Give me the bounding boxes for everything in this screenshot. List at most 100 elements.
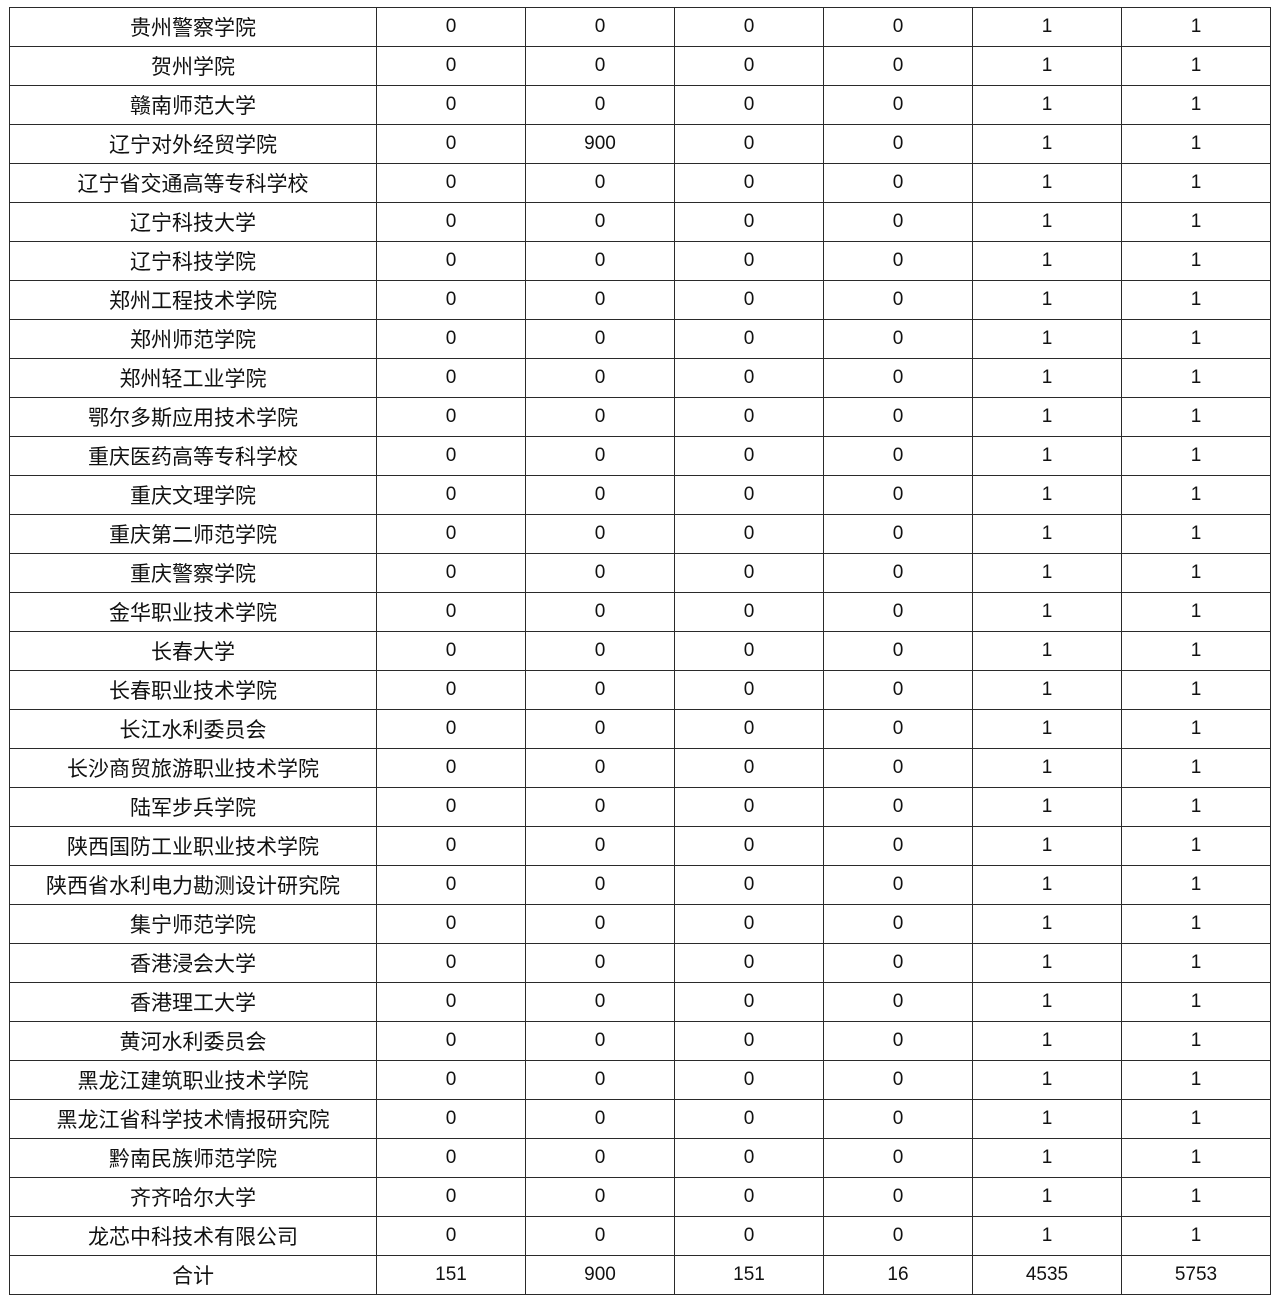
value-cell: 0: [823, 943, 973, 983]
value-cell: 0: [525, 202, 675, 242]
institution-name: 重庆医药高等专科学校: [9, 436, 377, 476]
institution-name: 香港浸会大学: [9, 943, 377, 983]
value-cell: 0: [823, 163, 973, 203]
value-cell: 1: [972, 358, 1122, 398]
value-cell: 0: [674, 85, 824, 125]
total-value-cell: 5753: [1121, 1255, 1271, 1295]
total-value-cell: 151: [674, 1255, 824, 1295]
value-cell: 0: [376, 241, 526, 281]
value-cell: 0: [674, 124, 824, 164]
table-row: 赣南师范大学 0 0 0 0 1 1: [9, 85, 1271, 125]
value-cell: 1: [972, 631, 1122, 671]
value-cell: 0: [376, 787, 526, 827]
total-row: 合计 151 900 151 16 4535 5753: [9, 1255, 1271, 1295]
value-cell: 0: [674, 1138, 824, 1178]
institution-name: 齐齐哈尔大学: [9, 1177, 377, 1217]
table-row: 重庆警察学院 0 0 0 0 1 1: [9, 553, 1271, 593]
value-cell: 1: [1121, 319, 1271, 359]
value-cell: 1: [1121, 202, 1271, 242]
value-cell: 0: [674, 319, 824, 359]
value-cell: 1: [1121, 631, 1271, 671]
value-cell: 1: [972, 85, 1122, 125]
table-row: 重庆文理学院 0 0 0 0 1 1: [9, 475, 1271, 515]
value-cell: 0: [823, 280, 973, 320]
value-cell: 0: [525, 280, 675, 320]
institution-name: 陕西国防工业职业技术学院: [9, 826, 377, 866]
value-cell: 0: [674, 787, 824, 827]
value-cell: 0: [674, 7, 824, 47]
value-cell: 0: [674, 475, 824, 515]
value-cell: 0: [525, 670, 675, 710]
value-cell: 0: [674, 1099, 824, 1139]
value-cell: 0: [376, 7, 526, 47]
value-cell: 0: [823, 787, 973, 827]
institution-name: 郑州工程技术学院: [9, 280, 377, 320]
value-cell: 0: [674, 514, 824, 554]
value-cell: 0: [674, 553, 824, 593]
value-cell: 0: [376, 553, 526, 593]
table-row: 齐齐哈尔大学 0 0 0 0 1 1: [9, 1177, 1271, 1217]
value-cell: 0: [376, 826, 526, 866]
value-cell: 1: [972, 1216, 1122, 1256]
value-cell: 1: [1121, 436, 1271, 476]
value-cell: 1: [972, 553, 1122, 593]
table-row: 黄河水利委员会 0 0 0 0 1 1: [9, 1021, 1271, 1061]
value-cell: 0: [823, 1021, 973, 1061]
institution-name: 辽宁科技学院: [9, 241, 377, 281]
value-cell: 0: [674, 1021, 824, 1061]
value-cell: 1: [1121, 1060, 1271, 1100]
value-cell: 0: [823, 982, 973, 1022]
institution-name: 赣南师范大学: [9, 85, 377, 125]
value-cell: 1: [972, 904, 1122, 944]
value-cell: 0: [674, 280, 824, 320]
institution-name: 集宁师范学院: [9, 904, 377, 944]
value-cell: 0: [525, 943, 675, 983]
value-cell: 0: [525, 85, 675, 125]
total-label: 合计: [9, 1255, 377, 1295]
value-cell: 0: [376, 46, 526, 86]
value-cell: 0: [376, 163, 526, 203]
table-row: 郑州轻工业学院 0 0 0 0 1 1: [9, 358, 1271, 398]
value-cell: 0: [823, 709, 973, 749]
table-row: 鄂尔多斯应用技术学院 0 0 0 0 1 1: [9, 397, 1271, 437]
value-cell: 0: [525, 787, 675, 827]
value-cell: 0: [674, 709, 824, 749]
value-cell: 1: [972, 1060, 1122, 1100]
value-cell: 0: [674, 1216, 824, 1256]
value-cell: 1: [1121, 85, 1271, 125]
value-cell: 900: [525, 124, 675, 164]
value-cell: 0: [376, 982, 526, 1022]
value-cell: 0: [525, 826, 675, 866]
value-cell: 1: [1121, 826, 1271, 866]
value-cell: 1: [972, 280, 1122, 320]
institution-name: 金华职业技术学院: [9, 592, 377, 632]
value-cell: 1: [1121, 787, 1271, 827]
value-cell: 0: [525, 592, 675, 632]
table-row: 郑州工程技术学院 0 0 0 0 1 1: [9, 280, 1271, 320]
value-cell: 0: [525, 475, 675, 515]
value-cell: 0: [525, 982, 675, 1022]
value-cell: 0: [823, 436, 973, 476]
value-cell: 0: [823, 85, 973, 125]
value-cell: 1: [1121, 1099, 1271, 1139]
value-cell: 1: [1121, 1021, 1271, 1061]
value-cell: 1: [1121, 124, 1271, 164]
value-cell: 0: [525, 631, 675, 671]
value-cell: 1: [1121, 904, 1271, 944]
value-cell: 0: [823, 592, 973, 632]
value-cell: 0: [376, 1021, 526, 1061]
value-cell: 0: [823, 748, 973, 788]
value-cell: 1: [972, 826, 1122, 866]
value-cell: 0: [525, 553, 675, 593]
value-cell: 0: [823, 1138, 973, 1178]
value-cell: 1: [1121, 748, 1271, 788]
institution-name: 陆军步兵学院: [9, 787, 377, 827]
value-cell: 0: [823, 904, 973, 944]
value-cell: 1: [1121, 943, 1271, 983]
value-cell: 0: [525, 1177, 675, 1217]
table-row: 香港浸会大学 0 0 0 0 1 1: [9, 943, 1271, 983]
table-row: 陕西国防工业职业技术学院 0 0 0 0 1 1: [9, 826, 1271, 866]
value-cell: 0: [525, 709, 675, 749]
value-cell: 0: [674, 436, 824, 476]
value-cell: 0: [823, 475, 973, 515]
